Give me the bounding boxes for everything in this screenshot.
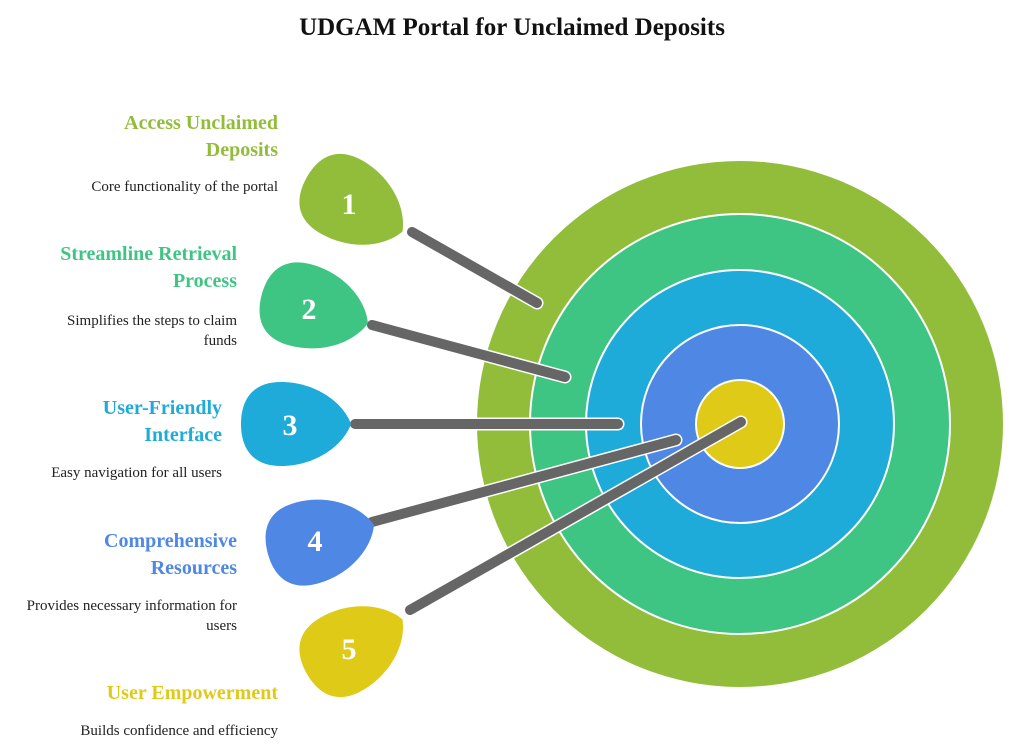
- item-4-title: Comprehensive Resources: [104, 530, 237, 579]
- dart-4: 4: [265, 433, 683, 586]
- dart-head: [241, 382, 351, 466]
- dart-shaft: [367, 435, 681, 527]
- diagram-title: UDGAM Portal for Unclaimed Deposits: [299, 14, 725, 41]
- dart-shaft: [367, 320, 570, 382]
- dart-head: [259, 262, 369, 349]
- dart-number: 5: [342, 633, 357, 666]
- item-5-description: Builds confidence and efficiency: [80, 723, 278, 739]
- dart-shaft: [407, 227, 542, 308]
- dart-head: [299, 154, 404, 245]
- item-5-title: User Empowerment: [106, 682, 278, 704]
- item-3-title: User-Friendly Interface: [102, 397, 222, 446]
- dart-head: [299, 606, 404, 697]
- item-2-title: Streamline Retrieval Process: [60, 243, 237, 292]
- item-4-description: Provides necessary information for users: [26, 598, 237, 634]
- dart-number: 2: [302, 293, 317, 326]
- dart-5: 5: [299, 415, 748, 697]
- item-2-description: Simplifies the steps to claim funds: [67, 313, 237, 349]
- item-1-description: Core functionality of the portal: [91, 179, 278, 195]
- dart-number: 4: [308, 525, 323, 558]
- item-1-title: Access Unclaimed Deposits: [124, 112, 278, 161]
- dart-3: 3: [241, 382, 625, 466]
- dart-2: 2: [259, 262, 572, 384]
- dart-shaft: [405, 417, 746, 615]
- dart-number: 3: [283, 409, 298, 442]
- dart-number: 1: [342, 188, 357, 221]
- dart-head: [265, 499, 374, 586]
- item-3-description: Easy navigation for all users: [51, 465, 222, 481]
- dart-1: 1: [299, 154, 544, 310]
